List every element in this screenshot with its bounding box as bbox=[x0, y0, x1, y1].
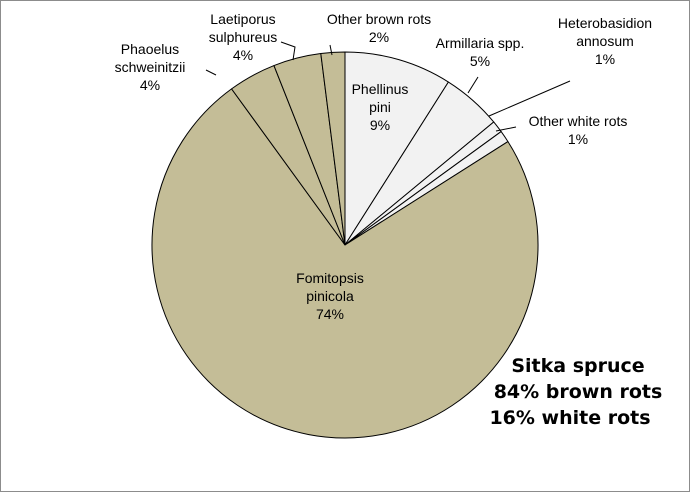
pie-slice bbox=[320, 51, 346, 246]
slice-name-label: Other white rots bbox=[529, 113, 628, 129]
slice-name-label: Phaoelus bbox=[121, 41, 179, 57]
pie-slices bbox=[151, 51, 539, 439]
leader-line bbox=[280, 41, 296, 61]
leader-line bbox=[488, 80, 571, 117]
annotation-species: Sitka spruce bbox=[511, 355, 644, 377]
slice-name-label: pinicola bbox=[306, 288, 354, 304]
slice-value-label: 2% bbox=[369, 29, 389, 45]
slice-value-label: 74% bbox=[316, 306, 344, 322]
slice-value-label: 4% bbox=[233, 47, 253, 63]
slice-name-label: annosum bbox=[576, 33, 634, 49]
slice-name-label: Fomitopsis bbox=[296, 270, 364, 286]
slice-value-label: 9% bbox=[370, 117, 390, 133]
slice-name-label: pini bbox=[369, 99, 391, 115]
slice-labels: Phellinus pini 9% Armillaria spp. 5% Heteroba… bbox=[115, 11, 652, 322]
slice-value-label: 1% bbox=[595, 51, 615, 67]
pie-slice bbox=[344, 51, 449, 246]
slice-name-label: Phellinus bbox=[352, 81, 409, 97]
slice-value-label: 1% bbox=[568, 131, 588, 147]
leader-line bbox=[205, 69, 217, 76]
slice-name-label: schweinitzii bbox=[115, 59, 186, 75]
slice-value-label: 4% bbox=[140, 77, 160, 93]
pie-slice bbox=[151, 88, 539, 439]
slice-value-label: 5% bbox=[470, 53, 490, 69]
leader-lines bbox=[205, 41, 571, 132]
annotation-white-rots: 16% white rots bbox=[489, 407, 650, 429]
slice-name-label: Heterobasidion bbox=[558, 15, 652, 31]
leader-line bbox=[329, 44, 333, 56]
leader-line bbox=[467, 76, 479, 94]
slice-name-label: sulphureus bbox=[209, 29, 278, 45]
slice-name-label: Armillaria spp. bbox=[436, 35, 525, 51]
slice-name-label: Laetiporus bbox=[210, 11, 275, 27]
annotation-brown-rots: 84% brown rots bbox=[494, 381, 663, 403]
slice-name-label: Other brown rots bbox=[327, 11, 431, 27]
leader-line bbox=[495, 126, 517, 132]
